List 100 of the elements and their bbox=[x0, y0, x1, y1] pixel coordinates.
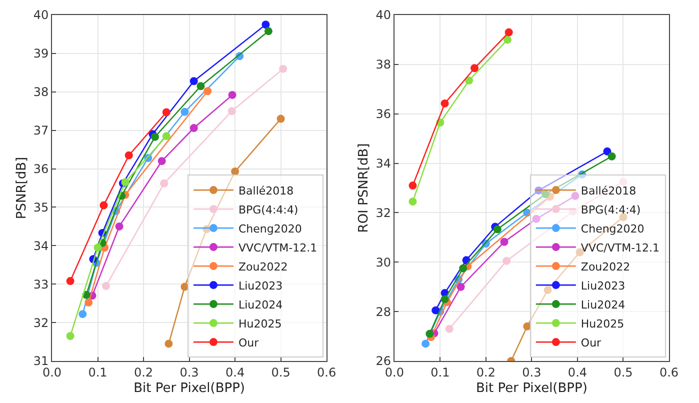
point bbox=[180, 282, 189, 291]
point bbox=[228, 90, 236, 99]
point bbox=[190, 77, 198, 86]
point bbox=[264, 27, 272, 36]
x-axis-title: Bit Per Pixel(BPP) bbox=[134, 381, 245, 396]
point bbox=[262, 20, 270, 29]
x-tick-label: 0.4 bbox=[568, 365, 588, 380]
point bbox=[500, 238, 508, 246]
legend-label: Hu2025 bbox=[238, 317, 282, 330]
point bbox=[150, 132, 159, 141]
legend-label: Liu2024 bbox=[580, 298, 626, 312]
x-tick-label: 0.6 bbox=[317, 365, 336, 380]
y-tick-label: 32 bbox=[376, 206, 392, 220]
y-tick-label: 32 bbox=[33, 316, 49, 330]
legend-label: Ballé2018 bbox=[580, 184, 636, 198]
y-tick-label: 35 bbox=[33, 200, 49, 214]
point bbox=[66, 332, 74, 340]
point bbox=[66, 277, 74, 286]
legend-label: VVC/VTM-12.1 bbox=[238, 241, 318, 254]
y-tick-label: 28 bbox=[376, 304, 392, 319]
legend-label: Liu2024 bbox=[238, 298, 283, 312]
point bbox=[504, 28, 513, 36]
point bbox=[228, 107, 236, 116]
x-tick-label: 0.6 bbox=[659, 365, 679, 380]
point bbox=[456, 282, 465, 291]
legend-label: Liu2023 bbox=[580, 279, 626, 292]
y-tick-label: 30 bbox=[376, 255, 392, 270]
point bbox=[532, 214, 540, 223]
y-tick-label: 37 bbox=[33, 124, 49, 138]
legend-label: BPG(4:4:4) bbox=[580, 203, 641, 216]
point bbox=[124, 151, 133, 160]
x-tick-label: 0.1 bbox=[430, 365, 450, 380]
x-tick-label: 0.4 bbox=[225, 365, 245, 380]
point bbox=[440, 99, 449, 108]
legend-label: VVC/VTM-12.1 bbox=[580, 241, 660, 254]
y-tick-label: 38 bbox=[33, 85, 49, 100]
y-tick-label: 33 bbox=[33, 277, 49, 292]
y-tick-label: 34 bbox=[33, 238, 49, 253]
point bbox=[276, 114, 285, 123]
point bbox=[162, 132, 170, 140]
y-tick-label: 39 bbox=[33, 46, 49, 61]
point bbox=[94, 244, 102, 252]
point bbox=[190, 124, 198, 132]
point bbox=[180, 108, 189, 116]
y-axis-title: PSNR[dB] bbox=[14, 156, 30, 220]
point bbox=[432, 306, 440, 314]
point bbox=[541, 190, 550, 198]
point bbox=[459, 264, 468, 272]
legend-label: Liu2023 bbox=[238, 279, 283, 292]
legend-label: Hu2025 bbox=[580, 317, 624, 330]
point bbox=[440, 295, 449, 304]
legend-label: Cheng2020 bbox=[238, 222, 302, 236]
legend-label: BPG(4:4:4) bbox=[238, 203, 298, 216]
point bbox=[162, 108, 170, 116]
point bbox=[465, 76, 474, 84]
x-tick-label: 0.5 bbox=[271, 365, 290, 380]
y-tick-label: 38 bbox=[376, 58, 392, 72]
legend-label: Ballé2018 bbox=[238, 184, 294, 198]
point bbox=[84, 298, 93, 307]
y-tick-label: 40 bbox=[33, 8, 49, 22]
point bbox=[102, 282, 110, 290]
legend-label: Our bbox=[238, 336, 260, 350]
point bbox=[158, 157, 166, 166]
point bbox=[231, 167, 240, 176]
x-tick-label: 0.2 bbox=[476, 365, 496, 380]
x-axis-title: Bit Per Pixel(BPP) bbox=[476, 381, 588, 396]
point bbox=[470, 64, 479, 72]
point bbox=[603, 147, 612, 156]
point bbox=[196, 82, 205, 90]
point bbox=[279, 64, 288, 73]
point bbox=[544, 286, 552, 294]
y-tick-label: 40 bbox=[376, 8, 392, 22]
point bbox=[100, 201, 108, 210]
point bbox=[164, 340, 173, 348]
legend-label: Our bbox=[580, 336, 602, 350]
legend-label: Zou2022 bbox=[580, 260, 630, 274]
x-tick-label: 0.3 bbox=[180, 365, 199, 380]
point bbox=[426, 330, 434, 338]
y-tick-label: 36 bbox=[376, 107, 392, 122]
x-tick-label: 0.1 bbox=[88, 365, 108, 380]
y-tick-label: 34 bbox=[376, 156, 392, 170]
point bbox=[408, 198, 417, 206]
point bbox=[160, 179, 168, 188]
point bbox=[493, 225, 502, 234]
point bbox=[121, 178, 130, 186]
point bbox=[571, 192, 580, 200]
legend-label: Zou2022 bbox=[238, 260, 288, 274]
x-tick-label: 0.5 bbox=[614, 365, 633, 380]
point bbox=[503, 36, 512, 44]
y-tick-label: 36 bbox=[33, 162, 49, 176]
point bbox=[523, 322, 532, 330]
point bbox=[115, 222, 124, 230]
x-tick-label: 0.2 bbox=[134, 365, 154, 380]
legend-label: Cheng2020 bbox=[580, 222, 644, 236]
y-axis-title: ROI PSNR[dB] bbox=[356, 143, 372, 233]
point bbox=[445, 324, 454, 333]
point bbox=[78, 310, 87, 318]
point bbox=[204, 87, 212, 96]
point bbox=[608, 152, 616, 160]
point bbox=[408, 182, 417, 190]
